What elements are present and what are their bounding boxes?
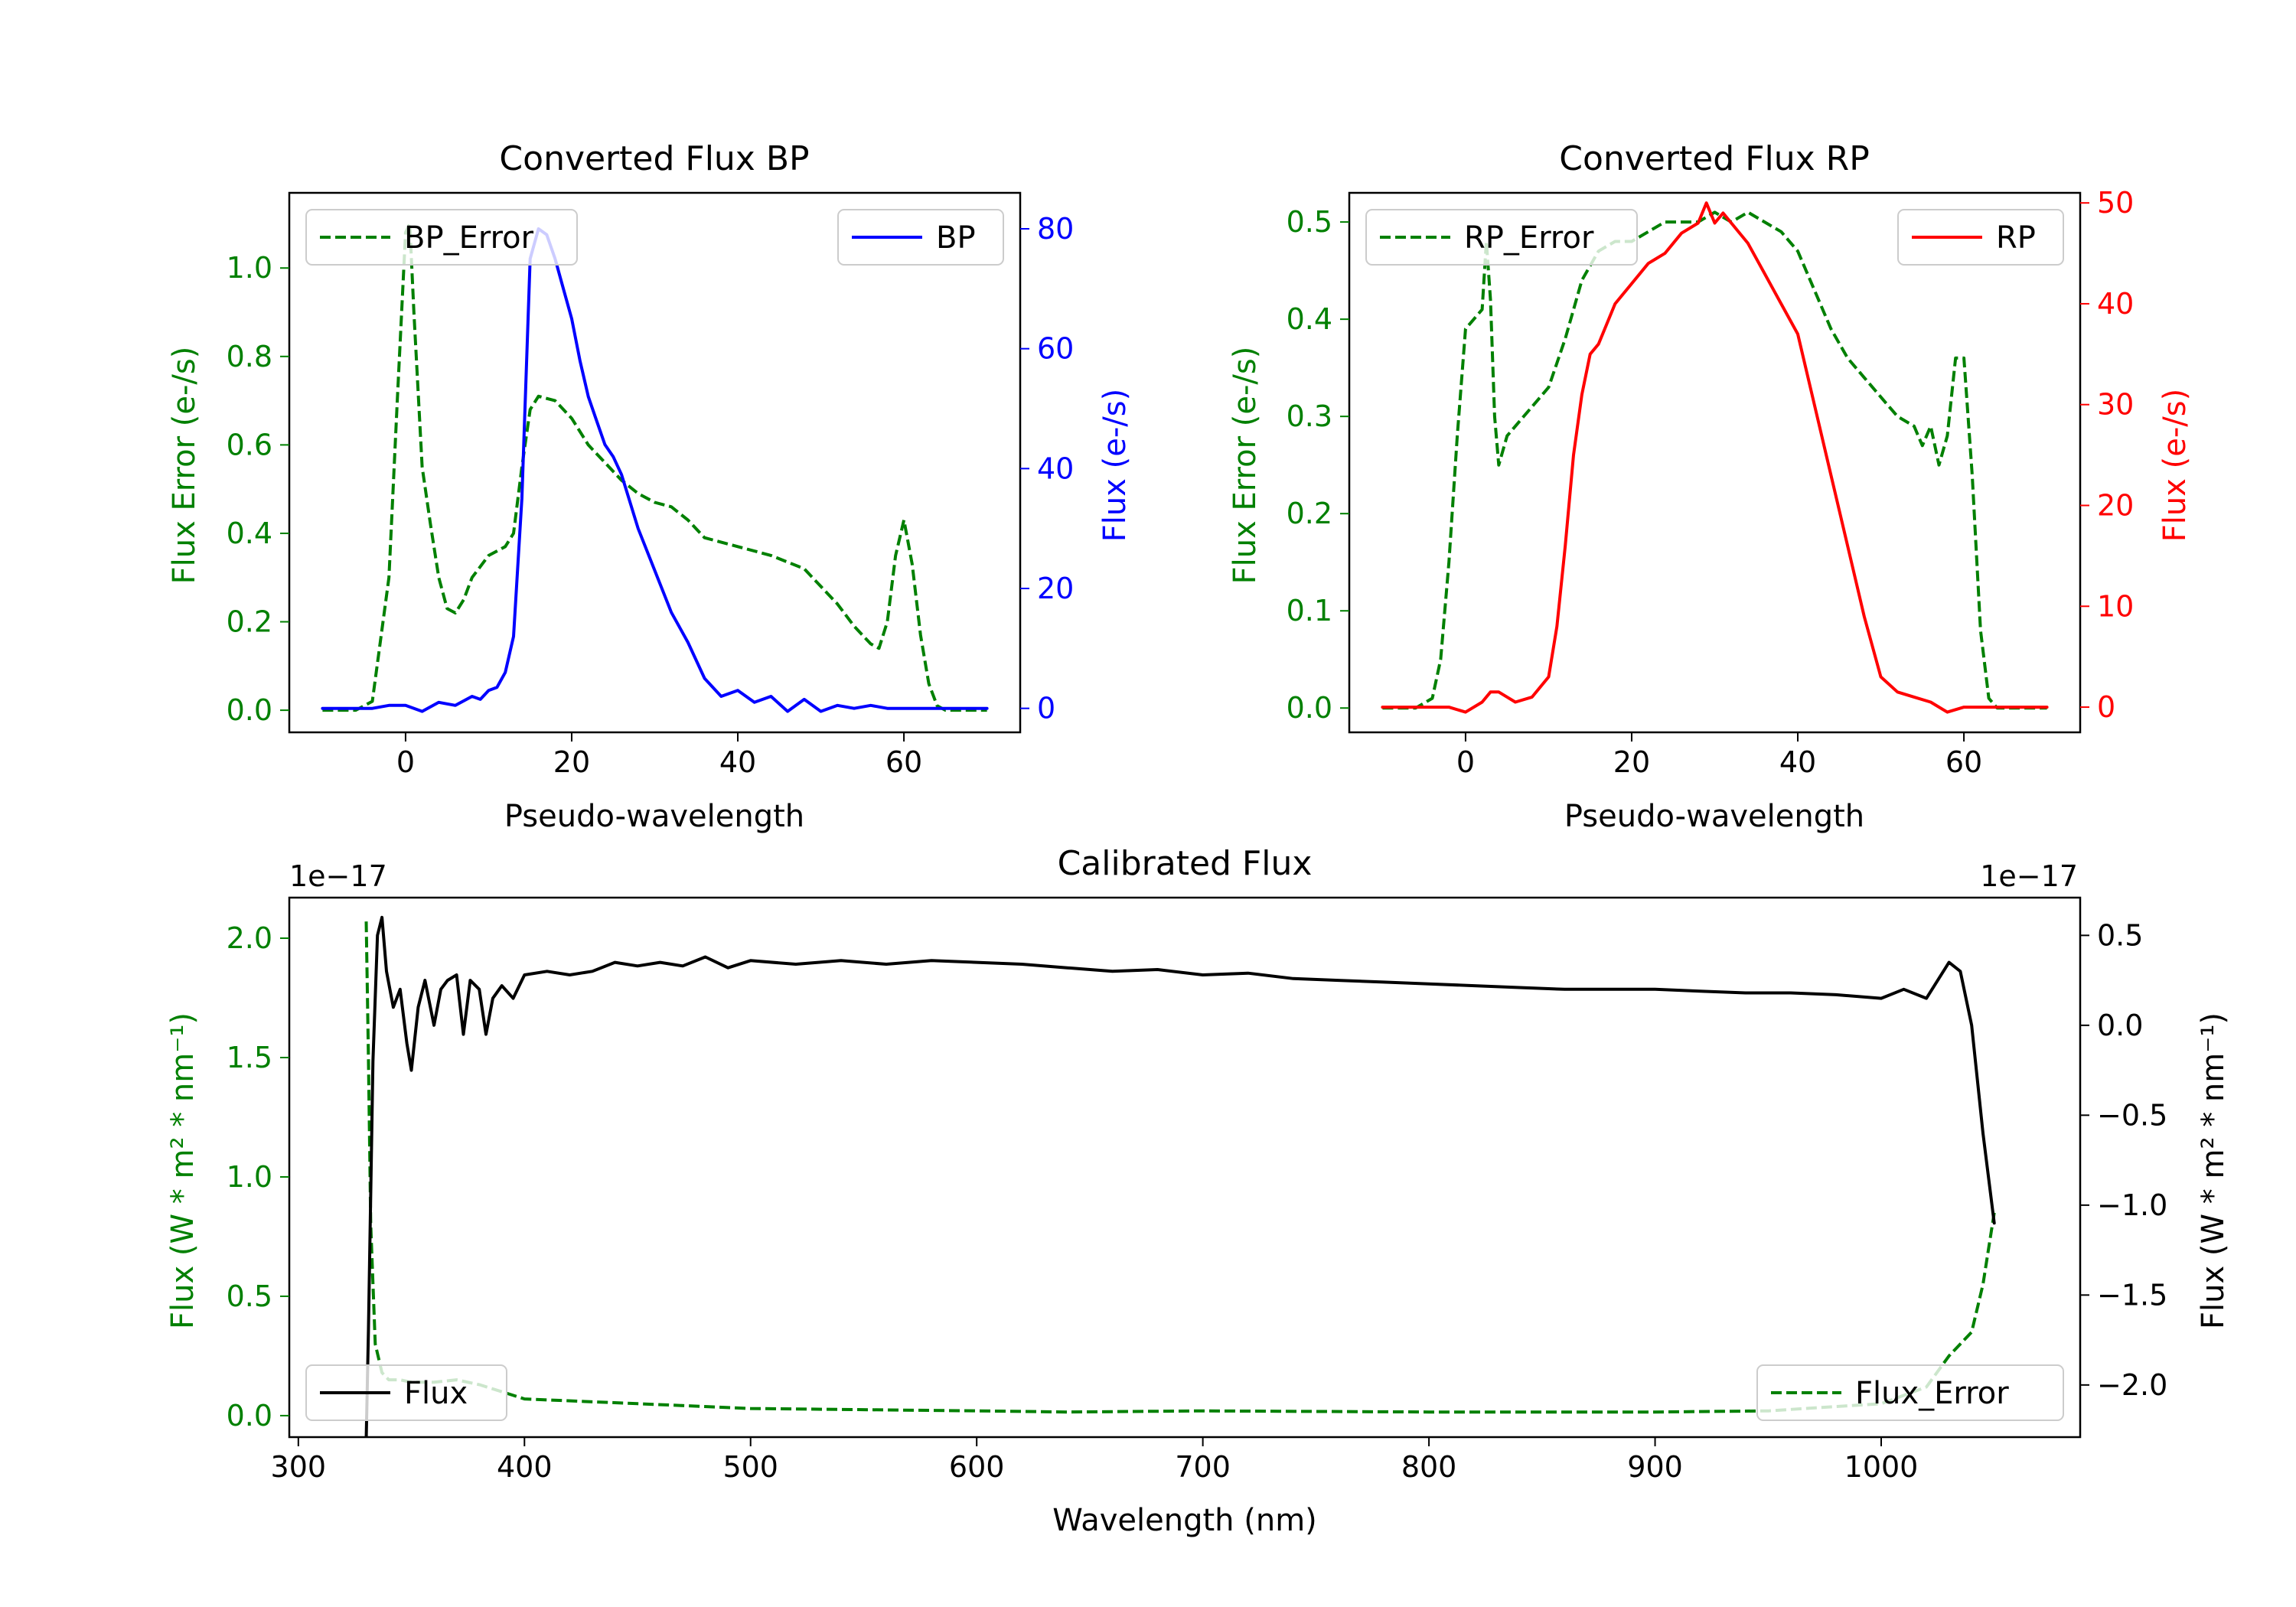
chart-cal-ylabel-right: Flux (W * m² * nm⁻¹) xyxy=(2196,1012,2231,1329)
chart-rp-legend-box xyxy=(1365,209,1638,266)
chart-bp-legend-label: BP_Error xyxy=(404,220,534,256)
chart-bp-legend-bp-error: BP_Error xyxy=(305,209,578,266)
chart-rp-xtick-label: 40 xyxy=(1779,745,1816,779)
chart-cal-title: Calibrated Flux xyxy=(1058,844,1313,883)
chart-bp-xtick-label: 40 xyxy=(719,745,756,779)
chart-rp-ytick-right-label: 10 xyxy=(2097,589,2134,623)
chart-cal-ytick-left-label: 2.0 xyxy=(227,921,272,955)
chart-bp-ytick-left-label: 0.8 xyxy=(227,340,272,373)
chart-cal-ytick-right-label: 0.5 xyxy=(2097,918,2143,952)
chart-cal-series-flux xyxy=(364,915,1996,1437)
chart-rp-ytick-left-label: 0.4 xyxy=(1287,302,1332,336)
chart-bp-panel: Converted Flux BP Pseudo-wavelength Flux… xyxy=(167,139,1133,834)
chart-cal-offset-right: 1e−17 xyxy=(1980,859,2078,893)
chart-rp-series-rp xyxy=(1381,201,2049,714)
chart-rp-ytick-right-label: 40 xyxy=(2097,287,2134,321)
chart-cal-ytick-right-label: −1.5 xyxy=(2097,1278,2167,1312)
chart-cal-xtick-label: 800 xyxy=(1401,1450,1457,1484)
chart-bp-frame xyxy=(288,191,1022,734)
chart-rp-ytick-left-label: 0.1 xyxy=(1287,594,1332,627)
chart-rp-frame xyxy=(1348,191,2082,734)
chart-rp-ylabel-left: Flux Error (e-/s) xyxy=(1228,347,1263,585)
chart-rp-title: Converted Flux RP xyxy=(1559,139,1870,178)
chart-rp-ytick-right-label: 20 xyxy=(2097,489,2134,523)
chart-cal-ylabel-left: Flux (W * m² * nm⁻¹) xyxy=(165,1012,201,1329)
chart-rp-panel: Converted Flux RP Pseudo-wavelength Flux… xyxy=(1228,139,2193,834)
chart-cal-xlabel: Wavelength (nm) xyxy=(1052,1503,1317,1538)
chart-cal-legend-box xyxy=(305,1364,507,1421)
chart-cal-offset-left: 1e−17 xyxy=(289,859,387,893)
chart-bp-ytick-left-label: 0.6 xyxy=(227,428,272,461)
chart-cal-ytick-right-label: 0.0 xyxy=(2097,1009,2143,1042)
chart-cal-panel: Calibrated Flux Wavelength (nm) Flux (W … xyxy=(165,844,2231,1538)
chart-bp-xtick-label: 0 xyxy=(396,745,415,779)
chart-cal-xtick-label: 300 xyxy=(271,1450,327,1484)
chart-bp-plot-area xyxy=(321,222,989,713)
chart-cal-legend-label: Flux_Error xyxy=(1855,1376,2009,1411)
chart-rp-legend-label: RP xyxy=(1996,220,2036,256)
chart-cal-ytick-left-label: 1.5 xyxy=(227,1041,272,1074)
chart-bp-ytick-right-label: 0 xyxy=(1037,692,1055,725)
chart-rp-legend-rp-error: RP_Error xyxy=(1365,209,1638,266)
chart-rp-series-rp-error xyxy=(1382,210,2047,710)
chart-bp-ytick-left-label: 1.0 xyxy=(227,251,272,285)
chart-cal-xtick-label: 900 xyxy=(1627,1450,1683,1484)
chart-rp-plot-area xyxy=(1381,201,2049,714)
chart-cal-legend-flux-error: Flux_Error xyxy=(1756,1364,2064,1421)
chart-rp-legend-rp: RP xyxy=(1897,209,2064,266)
chart-rp-legend-label: RP_Error xyxy=(1464,220,1594,256)
chart-cal-xtick-label: 700 xyxy=(1175,1450,1231,1484)
chart-bp-series-bp-error xyxy=(322,222,987,712)
chart-bp-ytick-right-label: 40 xyxy=(1037,451,1074,485)
chart-bp-ylabel-left: Flux Error (e-/s) xyxy=(167,347,202,585)
chart-bp-series-bp xyxy=(321,227,989,713)
chart-bp-ytick-left-label: 0.0 xyxy=(227,693,272,727)
chart-bp-ytick-right-label: 20 xyxy=(1037,572,1074,605)
chart-rp-xlabel: Pseudo-wavelength xyxy=(1564,799,1864,834)
chart-bp-title: Converted Flux BP xyxy=(499,139,809,178)
chart-bp-ytick-left-label: 0.2 xyxy=(227,605,272,639)
chart-rp-ytick-left-label: 0.5 xyxy=(1287,205,1332,239)
chart-rp-ytick-right-label: 50 xyxy=(2097,186,2134,220)
chart-cal-ytick-right-label: −2.0 xyxy=(2097,1368,2167,1402)
chart-rp-xtick-label: 20 xyxy=(1613,745,1650,779)
chart-rp-ylabel-right: Flux (e-/s) xyxy=(2157,389,2193,542)
chart-cal-ytick-right-label: −0.5 xyxy=(2097,1098,2167,1132)
chart-cal-ytick-left-label: 1.0 xyxy=(227,1160,272,1194)
chart-rp-ytick-left-label: 0.3 xyxy=(1287,399,1332,433)
chart-cal-xtick-label: 600 xyxy=(949,1450,1005,1484)
chart-rp-ytick-right-label: 30 xyxy=(2097,388,2134,422)
chart-rp-xtick-label: 0 xyxy=(1456,745,1475,779)
chart-cal-ytick-left-label: 0.5 xyxy=(227,1279,272,1313)
chart-bp-xtick-label: 60 xyxy=(885,745,922,779)
chart-rp-ytick-left-label: 0.0 xyxy=(1287,691,1332,725)
chart-bp-ylabel-right: Flux (e-/s) xyxy=(1097,389,1133,542)
chart-rp-ytick-left-label: 0.2 xyxy=(1287,497,1332,530)
chart-rp-xtick-label: 60 xyxy=(1945,745,1982,779)
chart-cal-legend-label: Flux xyxy=(404,1376,468,1411)
chart-cal-xtick-label: 1000 xyxy=(1844,1450,1919,1484)
chart-cal-ytick-left-label: 0.0 xyxy=(227,1399,272,1433)
chart-rp-ytick-right-label: 0 xyxy=(2097,690,2115,724)
chart-bp-legend-box xyxy=(305,209,578,266)
chart-bp-legend-bp: BP xyxy=(837,209,1004,266)
chart-bp-xlabel: Pseudo-wavelength xyxy=(504,799,804,834)
chart-cal-ytick-right-label: −1.0 xyxy=(2097,1188,2167,1222)
chart-cal-legend-box xyxy=(1756,1364,2064,1421)
chart-bp-ytick-right-label: 80 xyxy=(1037,212,1074,246)
chart-bp-xtick-label: 20 xyxy=(553,745,590,779)
chart-cal-xtick-label: 500 xyxy=(722,1450,778,1484)
chart-bp-ytick-right-label: 60 xyxy=(1037,332,1074,366)
chart-cal-frame xyxy=(288,896,2082,1439)
chart-cal-xtick-label: 400 xyxy=(497,1450,553,1484)
chart-cal-legend-flux: Flux xyxy=(305,1364,507,1421)
chart-bp-legend-label: BP xyxy=(936,220,976,256)
chart-bp-ytick-left-label: 0.4 xyxy=(227,517,272,550)
